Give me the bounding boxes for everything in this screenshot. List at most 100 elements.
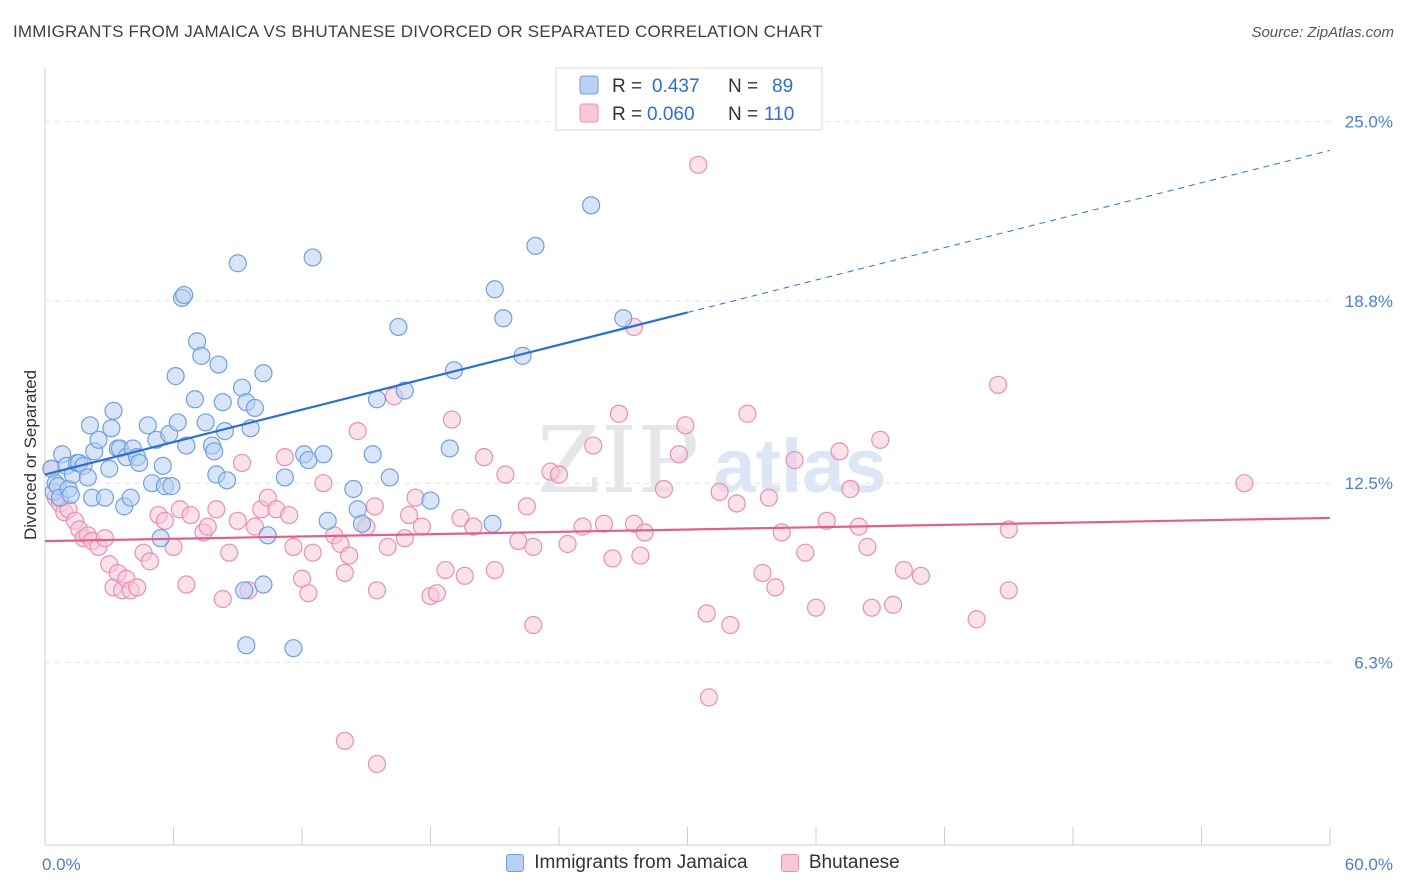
jamaica-point <box>61 485 80 504</box>
bhutanese-point <box>871 430 890 449</box>
bhutanese-point <box>1235 474 1254 493</box>
bhutanese-point <box>95 529 115 548</box>
top-legend: R = 0.437 N = 89 R = 0.060 N = 110 <box>555 67 823 131</box>
jamaica-point <box>363 445 382 464</box>
jamaica-point <box>258 526 277 545</box>
bhutanese-point <box>232 453 252 473</box>
jamaica-point <box>185 390 205 409</box>
legend-swatch-bhutanese <box>579 103 599 123</box>
bhutanese-point <box>365 497 384 516</box>
legend-r-value-2: 0.060 <box>647 104 695 125</box>
jamaica-point <box>166 367 185 386</box>
jamaica-point <box>217 471 237 490</box>
bhutanese-point <box>635 523 654 542</box>
legend-r-label-1: R = <box>612 76 642 97</box>
bhutanese-points <box>42 155 1254 774</box>
legend-label: Immigrants from Jamaica <box>534 852 748 873</box>
bhutanese-point <box>474 448 494 467</box>
bhutanese-trend-line <box>44 516 1331 543</box>
legend-n-value-1: 89 <box>772 76 793 97</box>
legend-r-value-1: 0.437 <box>652 76 700 97</box>
bhutanese-point <box>858 537 877 556</box>
jamaica-point <box>303 248 322 267</box>
bhutanese-point <box>406 488 425 507</box>
bhutanese-point <box>558 534 577 554</box>
legend-item-jamaica: Immigrants from Jamaica <box>506 852 748 874</box>
jamaica-point <box>440 439 459 458</box>
bhutanese-point <box>594 514 614 533</box>
jamaica-point <box>153 456 172 475</box>
bhutanese-point <box>177 575 196 594</box>
bhutanese-point <box>841 479 860 499</box>
bhutanese-point <box>772 523 791 542</box>
bhutanese-point <box>198 517 217 536</box>
legend-n-label-2: N = <box>728 104 758 125</box>
bhutanese-point <box>631 546 650 565</box>
bhutanese-point <box>395 529 414 548</box>
bhutanese-point <box>412 517 432 536</box>
bhutanese-point <box>280 505 299 525</box>
jamaica-point <box>138 416 157 435</box>
bhutanese-point <box>669 445 689 464</box>
y-axis-label: Divorced or Separated <box>21 370 40 540</box>
bhutanese-point <box>689 155 708 174</box>
bhutanese-point <box>228 511 247 530</box>
jamaica-point <box>614 309 633 328</box>
jamaica-point <box>275 468 294 487</box>
jamaica-point <box>582 196 601 215</box>
jamaica-point <box>254 364 273 383</box>
jamaica-point <box>421 491 440 510</box>
bhutanese-point <box>464 517 483 536</box>
jamaica-point <box>494 309 513 328</box>
jamaica-point <box>89 430 108 449</box>
bhutanese-point <box>796 543 815 562</box>
jamaica-point <box>80 416 100 435</box>
jamaica-point <box>380 468 399 487</box>
bhutanese-point <box>140 552 160 571</box>
legend-label: Bhutanese <box>808 852 900 873</box>
bhutanese-point <box>710 482 729 501</box>
legend-item-bhutanese: Bhutanese <box>780 852 900 874</box>
x-tick-label: 60.0% <box>1345 855 1393 874</box>
jamaica-point <box>78 468 97 487</box>
bhutanese-point <box>213 589 232 609</box>
bhutanese-point <box>883 595 903 614</box>
bhutanese-point <box>340 546 359 565</box>
jamaica-point <box>121 488 140 507</box>
bhutanese-point <box>245 517 264 536</box>
bhutanese-point <box>817 511 836 530</box>
bhutanese-point <box>442 410 462 429</box>
jamaica-point <box>192 346 211 365</box>
y-tick-label: 18.8% <box>1345 292 1393 311</box>
jamaica-point <box>102 419 121 438</box>
bhutanese-point <box>378 537 397 556</box>
bhutanese-point <box>451 508 470 528</box>
bhutanese-point <box>699 688 719 707</box>
bhutanese-point <box>759 488 778 507</box>
watermark-zip: ZIP <box>537 407 699 514</box>
bhutanese-point <box>911 566 931 585</box>
bhutanese-point <box>496 465 515 484</box>
jamaica-trend-extension <box>687 149 1331 313</box>
jamaica-point <box>209 355 228 374</box>
jamaica-point <box>104 401 123 420</box>
bhutanese-point <box>862 598 881 617</box>
bhutanese-point <box>314 474 333 493</box>
bhutanese-point <box>753 563 772 583</box>
bhutanese-point <box>654 479 674 499</box>
jamaica-point <box>526 236 545 255</box>
jamaica-points <box>42 196 633 658</box>
jamaica-point <box>485 280 504 299</box>
legend-n-value-2: 110 <box>764 104 794 125</box>
jamaica-point <box>130 453 149 473</box>
bhutanese-point <box>999 581 1018 600</box>
x-tick-label: 0.0% <box>42 855 81 874</box>
bhutanese-point <box>155 511 175 530</box>
bhutanese-point <box>830 442 849 461</box>
bhutanese-point <box>806 598 826 617</box>
bhutanese-point <box>676 416 695 435</box>
bhutanese-point <box>485 560 504 580</box>
bhutanese-point <box>303 543 322 562</box>
bhutanese-point <box>367 754 387 774</box>
